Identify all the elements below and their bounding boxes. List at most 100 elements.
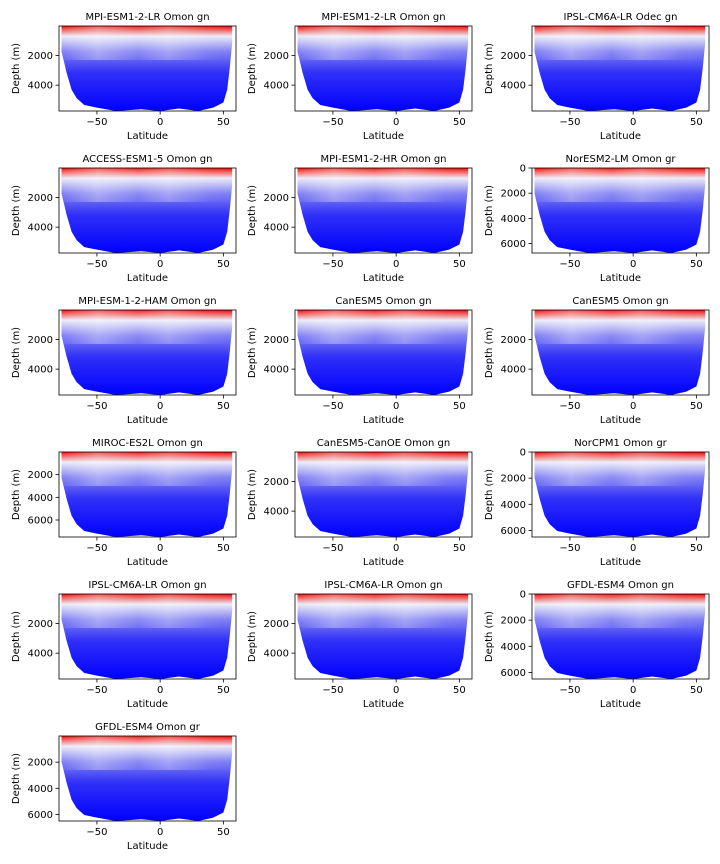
x-tick-label: −50: [86, 685, 107, 696]
x-tick-label: 50: [217, 827, 230, 838]
y-tick-label: 2000: [28, 470, 53, 481]
panel-title: MPI-ESM1-2-LR Omon gn: [321, 12, 445, 23]
plot-frame: [294, 309, 473, 396]
panel-title: MPI-ESM1-2-LR Omon gn: [85, 12, 209, 23]
heatmap-overlay: [534, 594, 706, 628]
y-tick-label: 2000: [501, 335, 526, 346]
plot-frame: [58, 25, 237, 112]
plot-frame: [531, 593, 710, 680]
y-axis-label: Depth (m): [247, 611, 258, 662]
x-axis-label: Latitude: [363, 131, 404, 142]
heatmap-overlay: [61, 452, 233, 486]
y-tick-label: 2000: [264, 335, 289, 346]
y-tick-label: 4000: [264, 223, 289, 234]
x-tick-label: 0: [630, 685, 636, 696]
y-tick-label: 6000: [501, 239, 526, 250]
x-tick-label: 0: [157, 543, 163, 554]
y-axis-label: Depth (m): [484, 611, 495, 662]
panel-title: CanESM5-CanOE Omon gn: [317, 438, 450, 449]
y-axis-label: Depth (m): [11, 611, 22, 662]
panel: MPI-ESM1-2-LR Omon gn −50 0 50 2000 4000 Latit…: [247, 12, 473, 142]
panel-title: NorCPM1 Omon gr: [574, 438, 667, 449]
heatmap-overlay: [61, 168, 233, 202]
heatmap-overlay: [534, 452, 706, 486]
y-tick-label: 2000: [28, 193, 53, 204]
x-tick-label: 0: [393, 117, 399, 128]
plot-frame: [294, 167, 473, 254]
x-tick-label: −50: [86, 259, 107, 270]
y-tick-label: 2000: [264, 193, 289, 204]
panel: CanESM5 Omon gn −50 0 50 2000 4000 Latitude Dep…: [484, 296, 710, 426]
y-tick-label: 2000: [501, 474, 526, 485]
x-axis-label: Latitude: [600, 131, 641, 142]
x-tick-label: 50: [217, 259, 230, 270]
x-tick-label: 50: [217, 401, 230, 412]
y-axis-label: Depth (m): [484, 469, 495, 520]
y-axis-label: Depth (m): [247, 185, 258, 236]
x-axis-label: Latitude: [363, 557, 404, 568]
x-axis-label: Latitude: [600, 557, 641, 568]
heatmap-overlay: [61, 594, 233, 628]
plot-frame: [58, 167, 237, 254]
x-tick-label: 0: [393, 259, 399, 270]
plot-frame: [531, 167, 710, 254]
y-axis-label: Depth (m): [11, 753, 22, 804]
y-tick-label: 4000: [28, 493, 53, 504]
panel-title: MIROC-ES2L Omon gn: [92, 438, 203, 449]
panel: NorCPM1 Omon gr −50 0 50 0 2000 4000 6000 Latitu…: [484, 438, 710, 568]
x-tick-label: −50: [322, 401, 343, 412]
y-tick-label: 2000: [501, 51, 526, 62]
y-tick-label: 4000: [501, 500, 526, 511]
panel: MIROC-ES2L Omon gn −50 0 50 2000 4000 6000 Lati…: [11, 438, 237, 568]
x-tick-label: 0: [157, 117, 163, 128]
x-tick-label: 50: [453, 685, 466, 696]
y-tick-label: 4000: [501, 81, 526, 92]
panel-title: GFDL-ESM4 Omon gn: [567, 580, 674, 591]
panel: IPSL-CM6A-LR Omon gn −50 0 50 2000 4000 Latitu…: [11, 580, 237, 710]
x-tick-label: 50: [217, 543, 230, 554]
plot-frame: [58, 593, 237, 680]
panel: ACCESS-ESM1-5 Omon gn −50 0 50 2000 4000 Latit…: [11, 154, 237, 284]
plot-frame: [531, 25, 710, 112]
x-tick-label: −50: [322, 259, 343, 270]
x-tick-label: −50: [86, 117, 107, 128]
panel: NorESM2-LM Omon gr −50 0 50 0 2000 4000 6000 Lat…: [484, 154, 710, 284]
x-tick-label: −50: [559, 685, 580, 696]
x-tick-label: 0: [157, 827, 163, 838]
x-tick-label: 0: [630, 401, 636, 412]
y-tick-label: 0: [520, 590, 526, 601]
y-tick-label: 0: [520, 164, 526, 175]
y-tick-label: 2000: [264, 619, 289, 630]
panel: CanESM5-CanOE Omon gn −50 0 50 2000 4000 Latit…: [247, 438, 473, 568]
x-tick-label: 50: [690, 259, 703, 270]
plot-frame: [294, 593, 473, 680]
x-tick-label: 50: [453, 543, 466, 554]
y-axis-label: Depth (m): [484, 43, 495, 94]
x-tick-label: 50: [217, 117, 230, 128]
y-tick-label: 4000: [501, 365, 526, 376]
y-tick-label: 2000: [28, 758, 53, 769]
y-tick-label: 4000: [264, 81, 289, 92]
x-axis-label: Latitude: [600, 699, 641, 710]
panel-title: IPSL-CM6A-LR Omon gn: [88, 580, 206, 591]
y-axis-label: Depth (m): [11, 43, 22, 94]
y-tick-label: 6000: [501, 526, 526, 537]
y-axis-label: Depth (m): [484, 327, 495, 378]
panel-title: MPI-ESM-1-2-HAM Omon gn: [78, 296, 216, 307]
x-tick-label: 50: [453, 259, 466, 270]
heatmap-overlay: [61, 736, 233, 770]
heatmap-overlay: [297, 594, 469, 628]
y-axis-label: Depth (m): [11, 469, 22, 520]
x-tick-label: −50: [86, 543, 107, 554]
panel-title: ACCESS-ESM1-5 Omon gn: [83, 154, 213, 165]
x-tick-label: 0: [393, 685, 399, 696]
x-tick-label: 50: [690, 117, 703, 128]
y-axis-label: Depth (m): [11, 327, 22, 378]
x-axis-label: Latitude: [127, 557, 168, 568]
x-tick-label: 50: [453, 117, 466, 128]
x-tick-label: 0: [393, 401, 399, 412]
panel-title: CanESM5 Omon gn: [335, 296, 431, 307]
x-tick-label: 0: [393, 543, 399, 554]
panel-title: GFDL-ESM4 Omon gr: [95, 722, 201, 733]
panel: IPSL-CM6A-LR Odec gn −50 0 50 2000 4000 Latitu…: [484, 12, 710, 142]
